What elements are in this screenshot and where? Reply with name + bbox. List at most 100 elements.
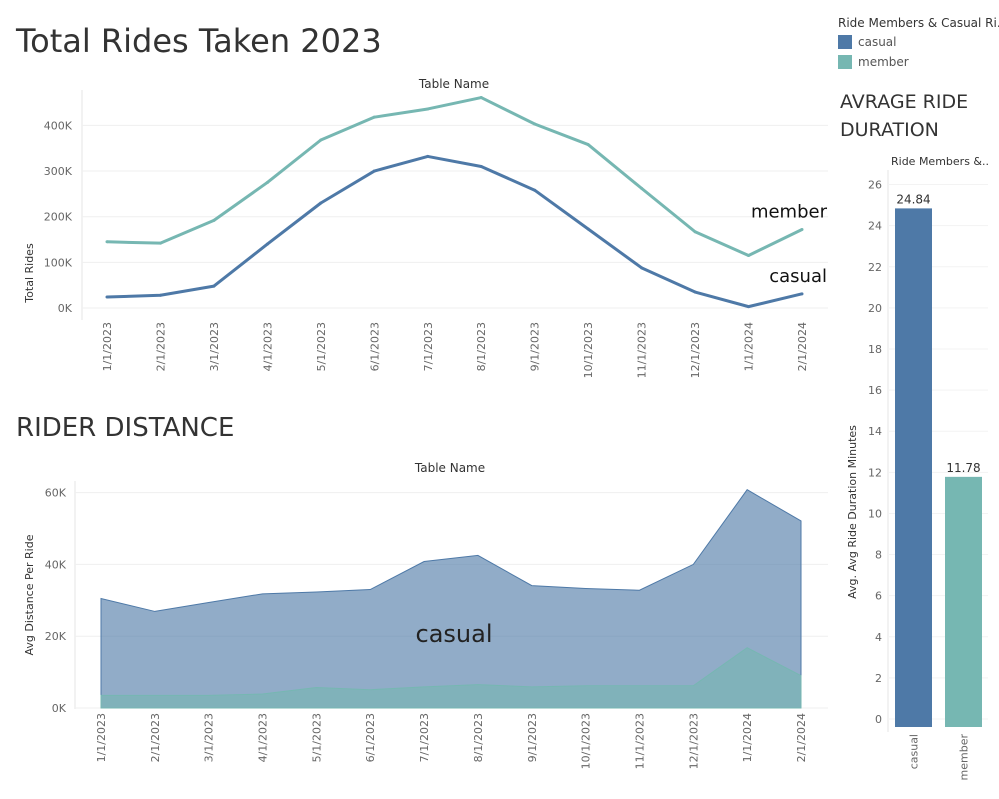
area-chart-x-tick-label: 4/1/2023 (257, 713, 270, 762)
bar-casual (895, 208, 932, 727)
area-chart-x-tick-label: 5/1/2023 (310, 713, 323, 762)
line-point-casual (265, 242, 269, 246)
line-point-casual (158, 293, 162, 297)
line-chart-x-tick-label: 2/1/2023 (154, 322, 167, 371)
area-series-member (100, 647, 802, 709)
bar-chart-y-tick-label: 24 (868, 220, 882, 233)
bar-chart-y-tick-label: 2 (875, 672, 882, 685)
total-rides-title: Total Rides Taken 2023 (16, 22, 382, 60)
bar-chart-y-tick-label: 4 (875, 631, 882, 644)
line-chart-ylabel: Total Rides (23, 243, 36, 304)
rider-distance-area-chart: Table Name Avg Distance Per Ride 0K 20K 40… (23, 461, 828, 769)
area-chart-x-tick-label: 12/1/2023 (687, 713, 700, 769)
bar-data-label-member: 11.78 (946, 461, 980, 475)
line-point-member (319, 138, 323, 142)
line-chart-x-tick-label: 1/1/2023 (101, 322, 114, 371)
line-point-casual (533, 188, 537, 192)
line-series-casual (106, 154, 803, 309)
area-chart-x-tick-label: 10/1/2023 (580, 713, 593, 769)
bar-chart-y-tick-label: 20 (868, 302, 882, 315)
line-chart-x-tick-label: 2/1/2024 (796, 322, 809, 371)
line-point-member (479, 96, 483, 100)
line-end-label-casual: casual (769, 266, 827, 287)
line-point-member (800, 227, 804, 231)
bar-chart-title: Ride Members &.. (891, 155, 989, 168)
bar-chart-x-tick-label: casual (908, 734, 921, 769)
line-series-member (106, 96, 803, 257)
area-chart-x-tick-label: 7/1/2023 (418, 713, 431, 762)
line-chart-x-tick-label: 7/1/2023 (422, 322, 435, 371)
line-point-member (586, 143, 590, 147)
line-end-label-member: member (751, 201, 828, 222)
line-point-casual (640, 266, 644, 270)
area-chart-x-tick-label: 2/1/2023 (149, 713, 162, 762)
area-chart-y-tick-label: 60K (45, 487, 67, 500)
bar-chart-y-tick-label: 26 (868, 179, 882, 192)
line-chart-x-tick-label: 5/1/2023 (315, 322, 328, 371)
line-point-casual (693, 290, 697, 294)
legend-swatch-member (838, 55, 852, 69)
bar-chart-y-tick-label: 6 (875, 590, 882, 603)
line-point-member (533, 122, 537, 126)
area-chart-x-tick-label: 6/1/2023 (364, 713, 377, 762)
area-chart-x-tick-label: 3/1/2023 (203, 713, 216, 762)
line-point-casual (586, 227, 590, 231)
line-point-member (640, 186, 644, 190)
line-point-casual (372, 169, 376, 173)
area-chart-ylabel: Avg Distance Per Ride (23, 534, 36, 655)
bar-chart-y-tick-label: 22 (868, 261, 882, 274)
line-point-member (372, 115, 376, 119)
area-chart-x-tick-label: 1/1/2023 (95, 713, 108, 762)
bar-chart-y-tick-label: 10 (868, 507, 882, 520)
area-chart-x-tick-label: 9/1/2023 (526, 713, 539, 762)
line-point-casual (319, 201, 323, 205)
area-chart-x-tick-label: 1/1/2024 (741, 713, 754, 762)
line-chart-y-tick-label: 0K (58, 302, 73, 315)
area-chart-y-tick-label: 0K (52, 702, 67, 715)
legend-label-member: member (858, 55, 909, 69)
bar-chart-y-tick-label: 8 (875, 549, 882, 562)
legend-item-casual[interactable]: casual (838, 34, 897, 50)
area-chart-x-tick-label: 2/1/2024 (795, 713, 808, 762)
line-chart-x-tick-label: 4/1/2023 (261, 322, 274, 371)
total-rides-line-chart: Table Name Total Rides 0K 100K 200K 300K 400… (23, 77, 828, 378)
bar-chart-y-tick-label: 14 (868, 425, 882, 438)
line-chart-y-tick-label: 300K (44, 165, 73, 178)
legend-label-casual: casual (858, 35, 897, 49)
avg-ride-duration-title: AVRAGE RIDE DURATION (840, 91, 969, 141)
line-chart-y-tick-label: 400K (44, 119, 73, 132)
avg-ride-duration-bar-chart: Ride Members &.. Avg. Avg Ride Duration … (846, 155, 989, 780)
line-chart-x-tick-label: 1/1/2024 (743, 322, 756, 371)
area-chart-title: Table Name (414, 461, 485, 475)
area-chart-y-tick-label: 20K (45, 630, 67, 643)
legend-swatch-casual (838, 35, 852, 49)
line-chart-x-tick-label: 12/1/2023 (689, 322, 702, 378)
bar-data-label-casual: 24.84 (896, 192, 930, 206)
bar-chart-y-tick-label: 16 (868, 384, 882, 397)
area-chart-casual-annotation: casual (416, 620, 493, 648)
line-chart-x-tick-label: 9/1/2023 (529, 322, 542, 371)
line-point-casual (212, 284, 216, 288)
line-chart-y-tick-label: 100K (44, 256, 73, 269)
line-point-member (265, 180, 269, 184)
line-point-casual (105, 295, 109, 299)
line-point-member (212, 218, 216, 222)
area-chart-y-tick-label: 40K (45, 558, 67, 571)
bar-chart-y-tick-label: 12 (868, 466, 882, 479)
legend-title: Ride Members & Casual Ri.. (838, 16, 999, 30)
bar-member (945, 476, 982, 727)
area-chart-x-tick-label: 8/1/2023 (472, 713, 485, 762)
line-chart-y-tick-label: 200K (44, 211, 73, 224)
line-chart-title: Table Name (418, 77, 489, 91)
bar-chart-y-tick-label: 0 (875, 713, 882, 726)
rider-distance-title: RIDER DISTANCE (16, 413, 235, 443)
line-chart-x-tick-label: 6/1/2023 (368, 322, 381, 371)
line-chart-x-tick-label: 8/1/2023 (475, 322, 488, 371)
line-point-casual (479, 164, 483, 168)
bar-chart-ylabel: Avg. Avg Ride Duration Minutes (846, 425, 859, 599)
bar-chart-y-tick-label: 18 (868, 343, 882, 356)
line-point-casual (800, 292, 804, 296)
line-point-member (426, 107, 430, 111)
legend-item-member[interactable]: member (838, 54, 909, 70)
line-chart-x-tick-label: 3/1/2023 (208, 322, 221, 371)
